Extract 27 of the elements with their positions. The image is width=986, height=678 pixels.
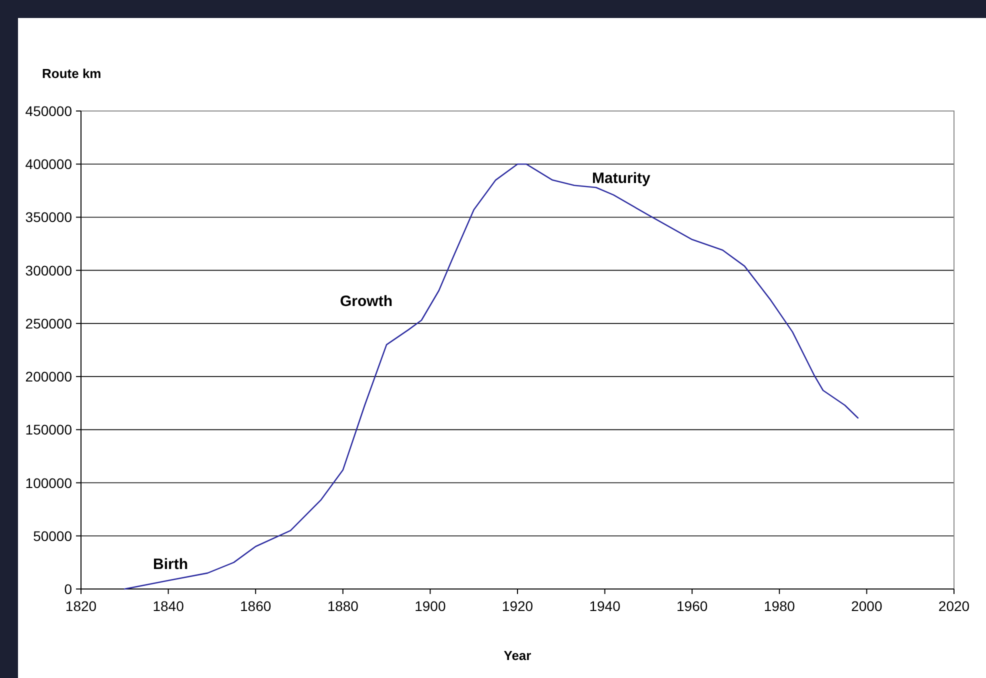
x-tick-label: 1900 <box>414 598 446 614</box>
x-tick-label: 1860 <box>240 598 272 614</box>
x-tick-label: 1980 <box>764 598 796 614</box>
x-tick-label: 1840 <box>152 598 184 614</box>
x-tick-label: 1880 <box>327 598 359 614</box>
x-tick-label: 2000 <box>851 598 882 614</box>
y-tick-label: 350000 <box>25 209 72 226</box>
line-series <box>124 163 859 590</box>
y-tick-label: 250000 <box>25 315 72 332</box>
y-tick-label: 200000 <box>25 368 72 385</box>
y-axis-title: Route km <box>42 66 102 81</box>
y-tick-label: 0 <box>64 581 72 597</box>
x-tick-label: 1960 <box>676 598 708 614</box>
x-tick-label: 2020 <box>938 598 970 614</box>
y-tick-label: 50000 <box>33 528 72 544</box>
annotation: Birth <box>153 556 188 573</box>
y-tick-label: 300000 <box>25 262 72 278</box>
y-tick-label: 150000 <box>25 422 72 438</box>
x-tick-label: 1920 <box>502 598 534 614</box>
x-tick-label: 1940 <box>589 598 621 614</box>
annotation: Growth <box>340 293 392 310</box>
x-tick-label: 1820 <box>65 598 97 614</box>
x-axis-title: Year <box>504 648 532 663</box>
y-tick-label: 400000 <box>25 156 72 172</box>
y-tick-label: 450000 <box>25 103 72 119</box>
y-tick-label: 100000 <box>25 474 72 491</box>
annotation: Maturity <box>592 170 651 187</box>
